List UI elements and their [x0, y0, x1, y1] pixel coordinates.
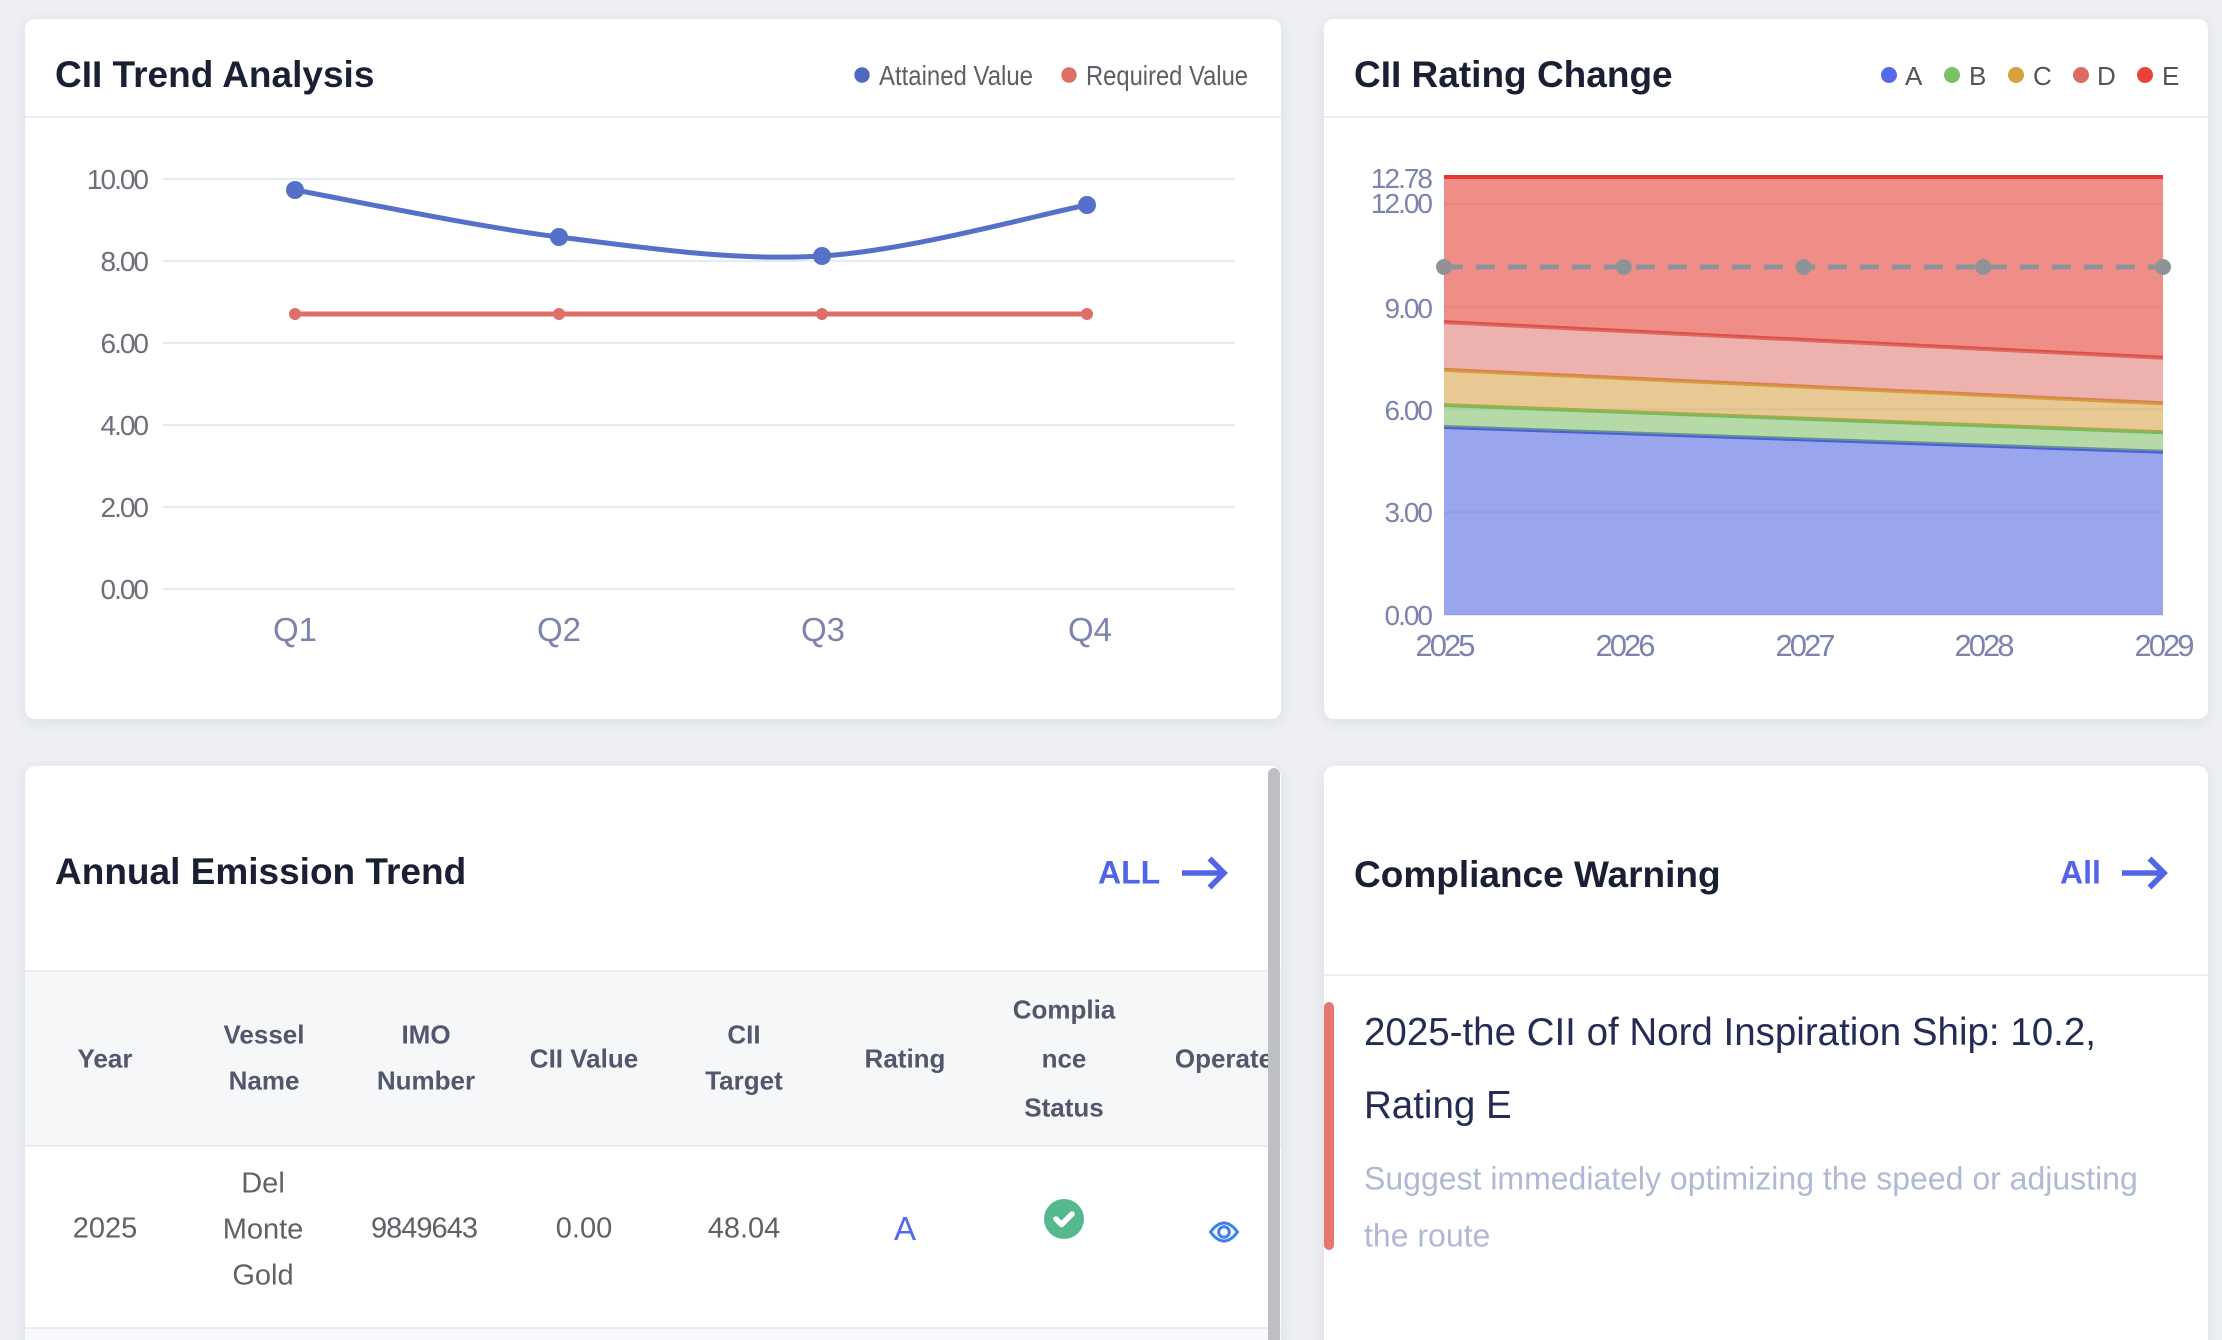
- svg-text:B: B: [1969, 61, 1986, 91]
- svg-text:3.00: 3.00: [1385, 497, 1433, 528]
- svg-text:9.00: 9.00: [1385, 293, 1433, 324]
- svg-text:2029: 2029: [2135, 628, 2194, 663]
- svg-text:6.00: 6.00: [1385, 395, 1433, 426]
- svg-text:Q2: Q2: [537, 611, 581, 648]
- svg-text:2026: 2026: [1596, 628, 1655, 663]
- svg-text:10.00: 10.00: [87, 164, 148, 195]
- svg-text:D: D: [2097, 61, 2116, 91]
- svg-text:E: E: [2162, 61, 2179, 91]
- svg-text:2.00: 2.00: [101, 492, 149, 523]
- svg-text:2028: 2028: [1955, 628, 2014, 663]
- svg-text:4.00: 4.00: [101, 410, 149, 441]
- svg-text:Q3: Q3: [801, 611, 845, 648]
- svg-text:12.78: 12.78: [1371, 163, 1432, 194]
- svg-text:Required Value: Required Value: [1086, 60, 1248, 91]
- svg-text:C: C: [2033, 61, 2052, 91]
- svg-text:Q1: Q1: [273, 611, 317, 648]
- svg-text:2025: 2025: [1416, 628, 1475, 663]
- svg-text:Attained Value: Attained Value: [879, 60, 1033, 91]
- svg-text:6.00: 6.00: [101, 328, 149, 359]
- svg-text:0.00: 0.00: [1385, 600, 1433, 631]
- svg-text:0.00: 0.00: [101, 574, 149, 605]
- svg-text:Q4: Q4: [1068, 611, 1112, 648]
- svg-text:8.00: 8.00: [101, 246, 149, 277]
- svg-text:12.00: 12.00: [1371, 188, 1432, 219]
- svg-text:2027: 2027: [1776, 628, 1835, 663]
- svg-text:A: A: [1905, 61, 1923, 91]
